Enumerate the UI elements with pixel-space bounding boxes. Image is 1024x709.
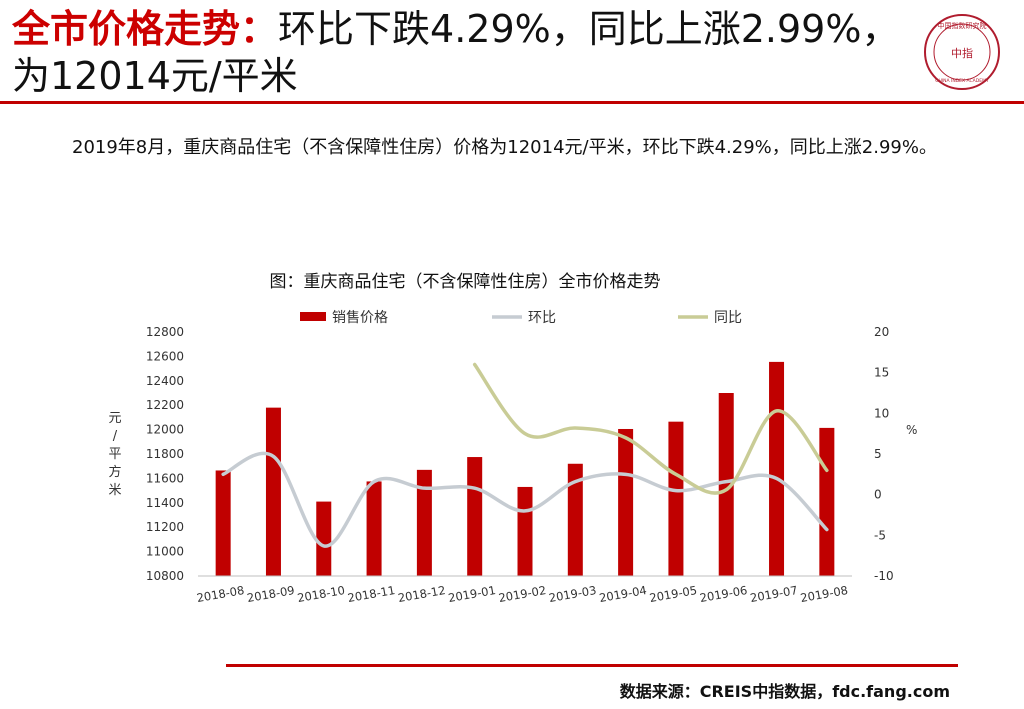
bars-group [215, 361, 835, 576]
x-tick-label: 2019-04 [598, 583, 648, 605]
footer-divider [226, 664, 958, 667]
x-tick-label: 2018-08 [196, 583, 246, 605]
bar-price [215, 470, 231, 576]
y-tick-label: 12000 [146, 423, 184, 437]
bar-price [416, 469, 432, 576]
line-mom [221, 451, 829, 548]
lines-group [221, 362, 829, 548]
logo-sub: CHINA INDEX ACADEMY [935, 78, 989, 84]
bar-price [769, 361, 785, 576]
price-trend-chart: 图：重庆商品住宅（不含保障性住房）全市价格走势 销售价格 环比 同比 10800 11… [108, 272, 917, 605]
y-tick-label: 10800 [146, 569, 184, 583]
y-tick-label: 12800 [146, 325, 184, 339]
y2-tick-label: 15 [874, 366, 889, 380]
legend-swatch [300, 312, 326, 321]
bar-price [366, 481, 382, 576]
x-axis: 2018-08 2018-09 2018-10 2018-11 2018-12 2019-… [196, 575, 852, 605]
x-tick-label: 2019-05 [648, 583, 698, 605]
y-tick-label: 11800 [146, 447, 184, 461]
y-tick-label: 11200 [146, 520, 184, 534]
y2-tick-label: -5 [874, 528, 886, 542]
y-tick-label: 11400 [146, 496, 184, 510]
bar-price [265, 407, 281, 576]
x-tick-label: 2019-06 [699, 583, 749, 605]
bar-price [819, 427, 835, 576]
bar-price [316, 501, 332, 576]
x-tick-label: 2019-07 [749, 583, 799, 605]
y2-tick-label: 5 [874, 447, 882, 461]
x-tick-label: 2019-02 [497, 583, 547, 605]
y2-tick-label: -10 [874, 569, 894, 583]
x-tick-label: 2018-10 [296, 583, 346, 605]
y-axis-right: -10 -5 0 5 10 15 20% [874, 325, 917, 583]
page-title: 全市价格走势：环比下跌4.29%，同比上涨2.99%，为12014元/平米 [12, 6, 912, 100]
bar-price [567, 463, 583, 576]
summary-paragraph: 2019年8月，重庆商品住宅（不含保障性住房）价格为12014元/平米，环比下跌… [72, 137, 937, 158]
y2-tick-label: 10 [874, 406, 889, 420]
y-axis-left: 10800 11000 11200 11400 11600 11800 12000 12200… [108, 325, 184, 583]
bar-price [668, 421, 684, 576]
line-yoy [472, 362, 829, 495]
x-tick-label: 2019-01 [447, 583, 497, 605]
y2-tick-label: 0 [874, 488, 882, 502]
x-tick-label: 2018-09 [246, 583, 296, 605]
y-tick-label: 12600 [146, 349, 184, 363]
data-source: 数据来源：CREIS中指数据，fdc.fang.com [619, 682, 950, 701]
page-title-rest: 环比下跌4.29%，同比上涨2.99%，为12014元/平米 [12, 7, 900, 98]
y-tick-label: 11000 [146, 545, 184, 559]
bar-price [467, 457, 483, 576]
legend-label: 销售价格 [332, 310, 388, 326]
y-tick-label: 11600 [146, 471, 184, 485]
chart-title: 图：重庆商品住宅（不含保障性住房）全市价格走势 [270, 272, 661, 292]
logo-text: 中国指数研究院 [938, 21, 987, 30]
chart-legend: 销售价格 环比 同比 [300, 310, 742, 326]
logo-center: 中指 [951, 46, 973, 60]
title-divider [0, 101, 1024, 104]
bar-price [618, 428, 634, 576]
y2-tick-label: 20 [874, 325, 889, 339]
y2-axis-label: % [906, 423, 917, 437]
y-axis-label: 元/平方米 [108, 411, 121, 498]
bar-price [718, 393, 734, 576]
y-tick-label: 12400 [146, 374, 184, 388]
bar-price [517, 486, 533, 576]
academy-logo: 中国指数研究院 中指 CHINA INDEX ACADEMY [924, 14, 1000, 90]
page-title-highlight: 全市价格走势： [12, 7, 279, 51]
x-tick-label: 2019-08 [799, 583, 849, 605]
x-tick-label: 2018-11 [347, 583, 397, 605]
legend-label: 同比 [714, 310, 742, 326]
x-tick-label: 2018-12 [397, 583, 447, 605]
x-tick-label: 2019-03 [548, 583, 598, 605]
legend-label: 环比 [528, 310, 556, 326]
y-tick-label: 12200 [146, 398, 184, 412]
